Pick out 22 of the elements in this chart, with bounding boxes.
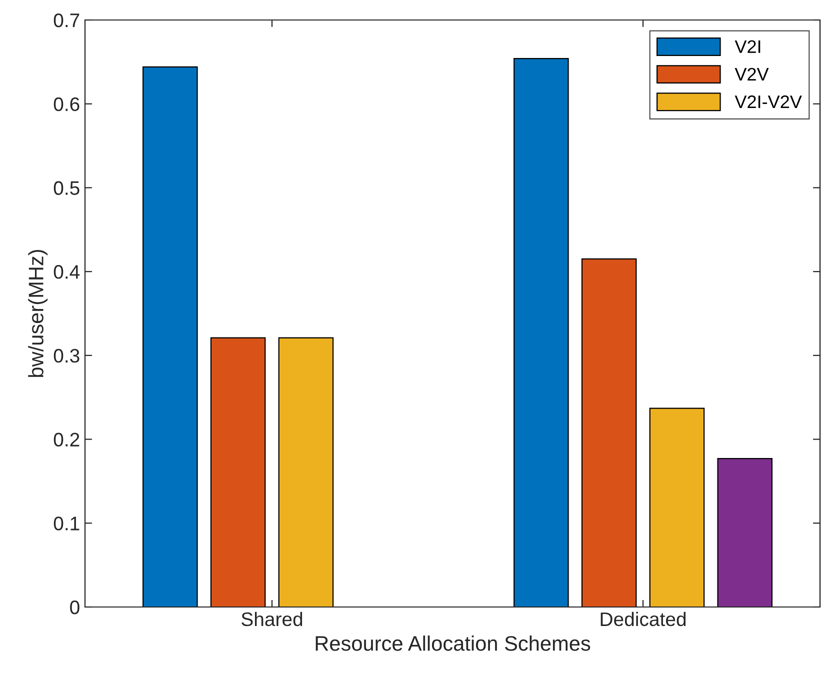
bar — [278, 337, 334, 607]
legend-label: V2I-V2V — [734, 95, 802, 108]
y-axis-title: bw/user(MHz) — [28, 250, 48, 377]
bar — [649, 408, 705, 607]
bar — [142, 66, 198, 607]
y-tick-label: 0 — [70, 600, 80, 614]
bar — [717, 458, 773, 607]
legend-label: V2I — [734, 40, 760, 53]
y-tick-label: 0.1 — [54, 516, 80, 530]
y-tick-label: 0.2 — [54, 432, 80, 447]
y-tick-label: 0.7 — [54, 13, 80, 28]
y-tick-label: 0.5 — [54, 181, 80, 195]
y-tick-label: 0.3 — [54, 348, 80, 363]
y-tick-label: 0.6 — [54, 97, 80, 112]
legend-label: V2V — [734, 68, 769, 80]
bar — [210, 337, 266, 607]
x-tick-label: Shared — [242, 612, 302, 626]
y-tick-label: 0.4 — [54, 265, 80, 279]
bar — [514, 58, 569, 607]
bar — [581, 258, 637, 607]
x-tick-label: Dedicated — [600, 612, 686, 626]
x-axis-title: Resource Allocation Schemes — [316, 636, 590, 651]
